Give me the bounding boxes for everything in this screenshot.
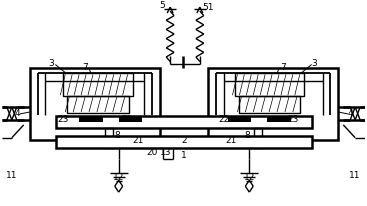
Text: 23: 23 xyxy=(287,115,298,124)
Text: 8: 8 xyxy=(244,131,250,140)
Text: 12: 12 xyxy=(244,172,255,181)
Text: 23: 23 xyxy=(58,115,69,124)
Text: 2: 2 xyxy=(181,136,187,144)
Text: 22: 22 xyxy=(218,115,229,124)
Text: 51: 51 xyxy=(202,3,214,12)
Text: 8: 8 xyxy=(115,131,121,140)
Bar xyxy=(267,117,291,122)
Bar xyxy=(208,69,338,140)
Text: 22: 22 xyxy=(121,115,132,124)
Bar xyxy=(236,74,304,97)
Bar xyxy=(119,117,142,122)
Bar xyxy=(67,97,128,114)
Bar xyxy=(57,136,312,148)
Text: 13: 13 xyxy=(160,147,172,156)
Bar xyxy=(79,117,103,122)
Text: 1: 1 xyxy=(181,150,187,159)
Bar xyxy=(239,97,300,114)
Bar xyxy=(30,69,160,140)
Text: 21: 21 xyxy=(133,136,144,144)
Text: 7: 7 xyxy=(280,63,286,72)
Bar xyxy=(228,117,251,122)
Bar xyxy=(105,128,113,148)
Text: 4: 4 xyxy=(348,108,353,117)
Text: 3: 3 xyxy=(312,59,317,68)
Text: 21: 21 xyxy=(226,136,237,144)
Text: 3: 3 xyxy=(48,59,54,68)
Text: 7: 7 xyxy=(82,63,88,72)
Text: 20: 20 xyxy=(147,147,158,156)
Text: 4: 4 xyxy=(15,108,21,117)
Bar xyxy=(254,128,262,148)
Text: 12: 12 xyxy=(113,172,124,181)
Bar xyxy=(63,74,132,97)
Bar xyxy=(57,116,312,128)
Text: 11: 11 xyxy=(349,170,361,179)
Text: 11: 11 xyxy=(6,170,18,179)
Text: 5: 5 xyxy=(159,1,165,10)
